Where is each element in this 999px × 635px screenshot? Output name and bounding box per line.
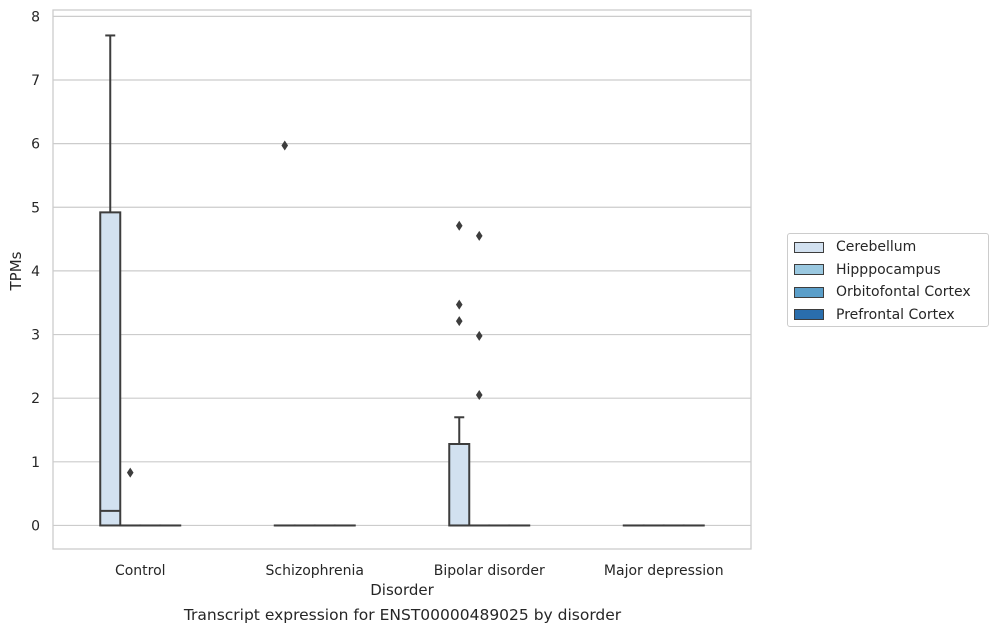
legend-swatch [794,241,824,253]
box-group [448,220,471,527]
outlier-point [455,220,463,231]
y-tick-label: 6 [31,137,40,153]
chart-marks [99,34,705,527]
y-tick-label: 7 [31,73,40,89]
box-group [99,34,122,527]
legend-item: Orbitofontal Cortex [794,283,971,301]
figure-caption: Transcript expression for ENST0000048902… [183,606,622,624]
x-tick-labels: Control Schizophrenia Bipolar disorder Majo… [115,563,724,579]
gridlines [53,15,751,527]
box-group [273,140,296,527]
y-tick-label: 5 [31,200,40,216]
outlier-point [126,467,134,478]
y-tick-label: 3 [31,328,40,344]
y-tick-label: 2 [31,391,40,407]
legend-swatch [794,264,824,275]
outlier-point [281,140,289,151]
y-tick-label: 4 [31,264,40,280]
y-tick-label: 0 [31,518,40,534]
y-tick-label: 8 [31,9,40,25]
legend-label: Cerebellum [836,239,917,255]
y-tick-label: 1 [31,455,40,471]
legend-item: Prefrontal Cortex [794,306,955,324]
outlier-point [475,230,483,241]
outlier-point [475,330,483,341]
outlier-point [455,299,463,310]
legend: Cerebellum Hipppocampus Orbitofontal Corte… [787,233,989,327]
legend-item: Hipppocampus [794,261,941,279]
x-axis-label: Disorder [370,581,434,599]
y-tick-labels: 0 1 2 3 4 5 6 7 8 [31,9,40,534]
outlier-point [475,390,483,400]
legend-swatch [794,286,824,298]
legend-label: Hipppocampus [836,261,941,278]
x-tick-label: Bipolar disorder [434,563,545,579]
x-tick-label: Schizophrenia [266,563,364,579]
legend-swatch [794,309,824,320]
box [448,443,471,527]
legend-item: Cerebellum [794,238,916,256]
x-tick-label: Control [115,563,166,579]
y-axis-label: TPMs [7,251,25,291]
x-tick-label: Major depression [604,563,724,579]
box-group [468,230,491,527]
plot-frame [52,9,752,550]
legend-label: Orbitofontal Cortex [836,284,971,300]
legend-label: Prefrontal Cortex [836,306,955,323]
box-group [119,467,142,527]
outlier-point [455,316,463,327]
box [99,211,122,527]
